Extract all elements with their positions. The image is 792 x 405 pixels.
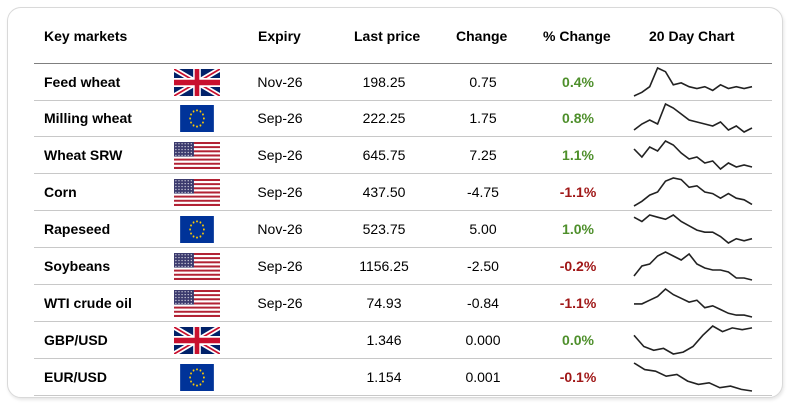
expiry-value [248, 359, 312, 395]
market-name: Feed wheat [44, 74, 121, 90]
sparkline-20-day [632, 324, 754, 356]
sparkline-series [633, 362, 753, 392]
header-change: Change [456, 28, 508, 44]
market-name: Corn [44, 184, 77, 200]
sparkline-20-day [632, 66, 754, 98]
change-value: 7.25 [469, 147, 497, 163]
sparkline-series [633, 139, 753, 171]
last-price-value: 645.75 [362, 147, 406, 163]
pct-change-value: -1.1% [559, 295, 597, 311]
table-row: Milling wheat Sep-26 222.25 1.75 0.8% [34, 100, 772, 137]
table-row: Soybeans Sep-26 1156.25 -2.50 -0.2% [34, 248, 772, 285]
table-row: Feed wheat Nov-26 198.25 0.75 0.4% [34, 63, 772, 101]
change-value: 5.00 [469, 221, 497, 237]
us-flag-icon [174, 253, 220, 280]
last-price-value: 74.93 [366, 295, 402, 311]
last-price-value: 198.25 [362, 74, 406, 90]
sparkline-20-day [632, 176, 754, 208]
pct-change-value: -0.1% [559, 369, 597, 385]
change-value: 0.000 [465, 332, 501, 348]
sparkline-series [633, 325, 753, 355]
expiry-value: Nov-26 [257, 74, 303, 90]
eu-flag-icon [174, 216, 220, 243]
header-pct-change: % Change [543, 28, 611, 44]
table-row: GBP/USD 1.346 0.000 0.0% [34, 322, 772, 359]
sparkline-20-day [632, 213, 754, 245]
us-flag-icon [174, 142, 220, 169]
us-flag-icon [174, 179, 220, 206]
sparkline-series [633, 102, 753, 133]
last-price-value: 222.25 [362, 110, 406, 126]
expiry-value: Sep-26 [257, 295, 303, 311]
table-row: EUR/USD 1.154 0.001 -0.1% [34, 359, 772, 396]
table-row: WTI crude oil Sep-26 74.93 -0.84 -1.1% [34, 285, 772, 322]
market-name: Wheat SRW [44, 147, 123, 163]
sparkline-series [633, 177, 753, 207]
pct-change-value: 0.8% [562, 110, 594, 126]
change-value: 0.75 [469, 74, 497, 90]
table-row: Corn Sep-26 437.50 -4.75 -1.1% [34, 174, 772, 211]
sparkline-20-day [632, 361, 754, 393]
change-value: -0.84 [467, 295, 499, 311]
uk-flag-icon [172, 66, 222, 99]
pct-change-value: 0.0% [562, 332, 594, 348]
header-last-price: Last price [354, 28, 421, 44]
sparkline-20-day [632, 287, 754, 319]
eu-flag-icon [174, 364, 220, 391]
sparkline-series [633, 214, 753, 244]
last-price-value: 1.154 [366, 369, 402, 385]
sparkline-series [634, 287, 753, 318]
market-name: Milling wheat [44, 110, 132, 126]
last-price-value: 437.50 [362, 184, 406, 200]
header-20-day-chart: 20 Day Chart [649, 28, 735, 44]
pct-change-value: -0.2% [559, 258, 597, 274]
sparkline-20-day [632, 102, 754, 134]
header-expiry: Expiry [258, 28, 301, 44]
eu-flag-icon [174, 105, 220, 132]
change-value: 1.75 [469, 110, 497, 126]
sparkline-series [633, 66, 753, 97]
change-value: -2.50 [467, 258, 499, 274]
last-price-value: 1.346 [366, 332, 402, 348]
pct-change-value: 1.0% [562, 221, 594, 237]
pct-change-value: 1.1% [562, 147, 594, 163]
sparkline-20-day [632, 250, 754, 282]
expiry-value: Sep-26 [257, 258, 303, 274]
expiry-value [248, 322, 312, 358]
uk-flag-icon [172, 324, 222, 357]
last-price-value: 523.75 [362, 221, 406, 237]
sparkline-series [633, 251, 753, 281]
market-name: Rapeseed [44, 221, 111, 237]
change-value: -4.75 [467, 184, 499, 200]
market-name: EUR/USD [44, 369, 108, 385]
sparkline-20-day [632, 139, 754, 171]
table-row: Rapeseed Nov-26 523.75 5.00 1.0% [34, 211, 772, 248]
pct-change-value: 0.4% [562, 74, 594, 90]
market-name: WTI crude oil [44, 295, 132, 311]
pct-change-value: -1.1% [559, 184, 597, 200]
change-value: 0.001 [465, 369, 501, 385]
market-table-card [7, 7, 783, 398]
last-price-value: 1156.25 [359, 258, 409, 274]
expiry-value: Sep-26 [257, 110, 303, 126]
table-row: Wheat SRW Sep-26 645.75 7.25 1.1% [34, 137, 772, 174]
expiry-value: Nov-26 [257, 221, 303, 237]
market-name: Soybeans [44, 258, 111, 274]
expiry-value: Sep-26 [257, 147, 303, 163]
header-key-markets: Key markets [44, 28, 128, 44]
market-name: GBP/USD [44, 332, 108, 348]
expiry-value: Sep-26 [257, 184, 303, 200]
us-flag-icon [174, 290, 220, 317]
